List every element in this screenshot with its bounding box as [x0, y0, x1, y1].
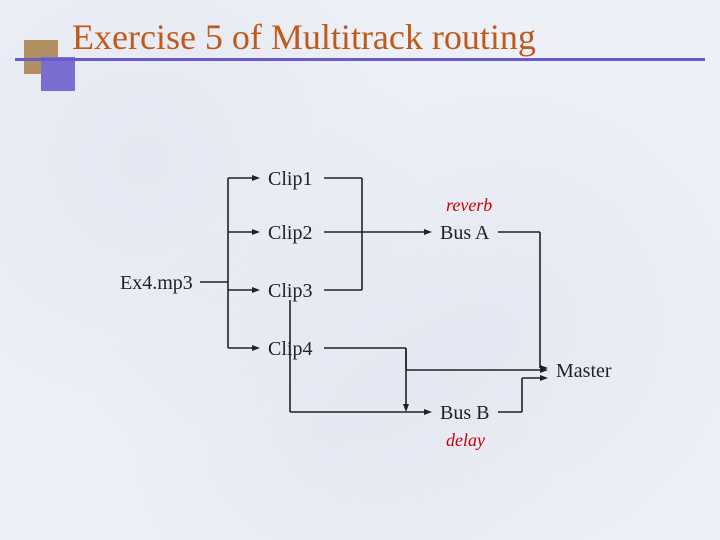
effect-reverb: reverb — [446, 195, 492, 216]
node-clip3: Clip3 — [268, 280, 312, 303]
slide-stage: Exercise 5 of Multitrack routing Ex4.mp3… — [0, 0, 720, 540]
node-busA: Bus A — [440, 222, 489, 245]
node-src: Ex4.mp3 — [120, 272, 193, 295]
effect-delay: delay — [446, 430, 485, 451]
node-busB: Bus B — [440, 402, 489, 425]
node-clip1: Clip1 — [268, 168, 312, 191]
node-clip4: Clip4 — [268, 338, 312, 361]
node-master: Master — [556, 360, 612, 383]
node-clip2: Clip2 — [268, 222, 312, 245]
routing-diagram — [0, 0, 720, 540]
